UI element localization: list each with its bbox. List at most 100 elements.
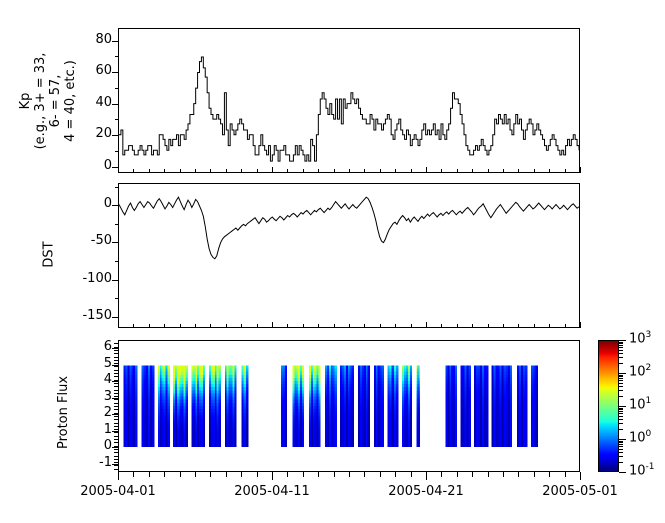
proton-flux-ytick-label: 2 (103, 405, 112, 421)
dst-yminor-mark (115, 298, 118, 300)
colorbar-minor-tick-mark (619, 452, 623, 454)
proton-flux-yminor-mark (114, 359, 118, 361)
x-axis-tick-mark (364, 472, 366, 477)
kp-xtick-mark (472, 169, 474, 173)
x-axis-date-label: 2005-04-11 (234, 484, 310, 499)
dst-xtick-mark (410, 324, 412, 328)
dst-ytick-label: -100 (82, 270, 112, 286)
kp-axis-label-line1: Kp (18, 92, 33, 110)
dst-xtick-mark (302, 324, 304, 328)
dst-xtick-mark (503, 324, 504, 328)
x-axis-tick-mark (379, 472, 381, 477)
kp-xtick-mark (133, 169, 135, 173)
proton-flux-yminor-mark (114, 442, 118, 444)
proton-flux-band (209, 365, 221, 448)
proton-flux-yminor-mark (114, 343, 118, 345)
proton-flux-yminor-mark (114, 399, 118, 401)
kp-ytick-label: 0 (103, 157, 112, 173)
proton-flux-band (141, 365, 155, 448)
kp-xtick-mark (426, 167, 427, 173)
proton-flux-ytick-label: -1 (99, 454, 112, 470)
proton-flux-ytick-label: 3 (103, 388, 112, 404)
x-axis-tick-mark (118, 472, 119, 480)
colorbar-tick-base: 10 (629, 430, 646, 446)
proton-flux-band (491, 365, 513, 448)
dst-ytick-mark (112, 242, 118, 244)
x-axis-tick-mark (164, 472, 166, 477)
proton-flux-yminor-mark (114, 422, 118, 424)
proton-flux-band (373, 365, 384, 448)
proton-flux-yminor-mark (114, 419, 118, 421)
kp-ytick-label: 80 (95, 31, 112, 47)
kp-xtick-mark (410, 169, 412, 173)
proton-flux-yminor-mark (114, 409, 118, 411)
colorbar-tick-exponent: -1 (645, 462, 655, 472)
colorbar-minor-tick-mark (619, 349, 623, 351)
proton-flux-band (191, 365, 206, 448)
kp-xtick-mark (580, 167, 581, 173)
kp-axis-label: Kp (e.g., 3+ = 33, 6- = 57, 4 = 40, etc.… (18, 53, 78, 150)
proton-flux-band (157, 365, 170, 448)
proton-flux-yminor-mark (114, 349, 118, 351)
colorbar-minor-tick-mark (619, 376, 623, 378)
colorbar-tick-mark (619, 406, 626, 407)
dst-xtick-mark (241, 324, 243, 328)
kp-xtick-mark (256, 169, 258, 173)
kp-xtick-mark (179, 169, 181, 173)
colorbar-minor-tick-mark (619, 343, 623, 345)
kp-ytick-mark (112, 166, 118, 168)
x-axis-tick-mark (349, 472, 350, 477)
kp-xtick-mark (164, 169, 166, 173)
proton-flux-ytick-mark (112, 348, 118, 350)
colorbar-tick-mark (619, 439, 626, 440)
proton-flux-yminor-mark (114, 356, 118, 358)
colorbar-minor-tick-mark (619, 347, 623, 349)
proton-flux-ytick-mark (112, 364, 118, 366)
kp-ytick-label: 40 (95, 94, 112, 110)
kp-xtick-mark (225, 169, 227, 173)
proton-flux-ytick-label: 4 (103, 372, 112, 388)
proton-flux-ytick-label: 0 (103, 438, 112, 454)
dst-xtick-mark (518, 324, 520, 328)
dst-xtick-mark (487, 324, 489, 328)
x-axis-tick-mark (333, 472, 335, 477)
proton-flux-plot-panel (118, 340, 580, 472)
colorbar-gradient (599, 341, 618, 472)
colorbar-tick-exponent: 2 (645, 363, 652, 373)
x-axis-tick-mark (487, 472, 489, 477)
proton-flux-yminor-mark (114, 455, 118, 457)
x-axis-date-label: 2005-04-21 (388, 484, 464, 499)
x-axis-tick-mark (302, 472, 304, 477)
proton-flux-yminor-mark (114, 406, 118, 407)
colorbar-tick-base: 10 (629, 463, 646, 479)
proton-flux-band (309, 365, 321, 448)
dst-xtick-mark (256, 324, 258, 328)
proton-flux-band (241, 365, 249, 448)
dst-ytick-label: -50 (90, 233, 112, 249)
kp-xtick-mark (533, 169, 535, 173)
dst-xtick-mark (395, 324, 397, 328)
dst-xtick-mark (179, 324, 181, 328)
proton-flux-yminor-mark (114, 445, 118, 447)
kp-xtick-mark (487, 169, 489, 173)
kp-xtick-mark (379, 169, 381, 173)
dst-xtick-mark (364, 324, 366, 328)
colorbar-minor-tick-mark (619, 374, 623, 376)
kp-xtick-mark (118, 167, 119, 173)
x-axis-tick-mark (148, 472, 150, 477)
x-axis-tick-mark (179, 472, 181, 477)
kp-xtick-mark (302, 169, 304, 173)
proton-flux-yminor-mark (114, 389, 118, 391)
x-axis-date-label: 2005-05-01 (542, 484, 618, 499)
kp-yminor-mark (115, 87, 118, 89)
kp-xtick-mark (272, 167, 273, 173)
proton-flux-band (460, 365, 471, 448)
proton-flux-yminor-mark (114, 353, 118, 355)
proton-flux-ytick-label: 1 (103, 421, 112, 437)
kp-xtick-mark (287, 169, 289, 173)
kp-ytick-label: 20 (95, 126, 112, 142)
dst-yminor-mark (115, 186, 118, 188)
proton-flux-yminor-mark (114, 465, 118, 467)
proton-flux-ytick-mark (112, 414, 118, 416)
x-axis-tick-mark (272, 472, 273, 480)
